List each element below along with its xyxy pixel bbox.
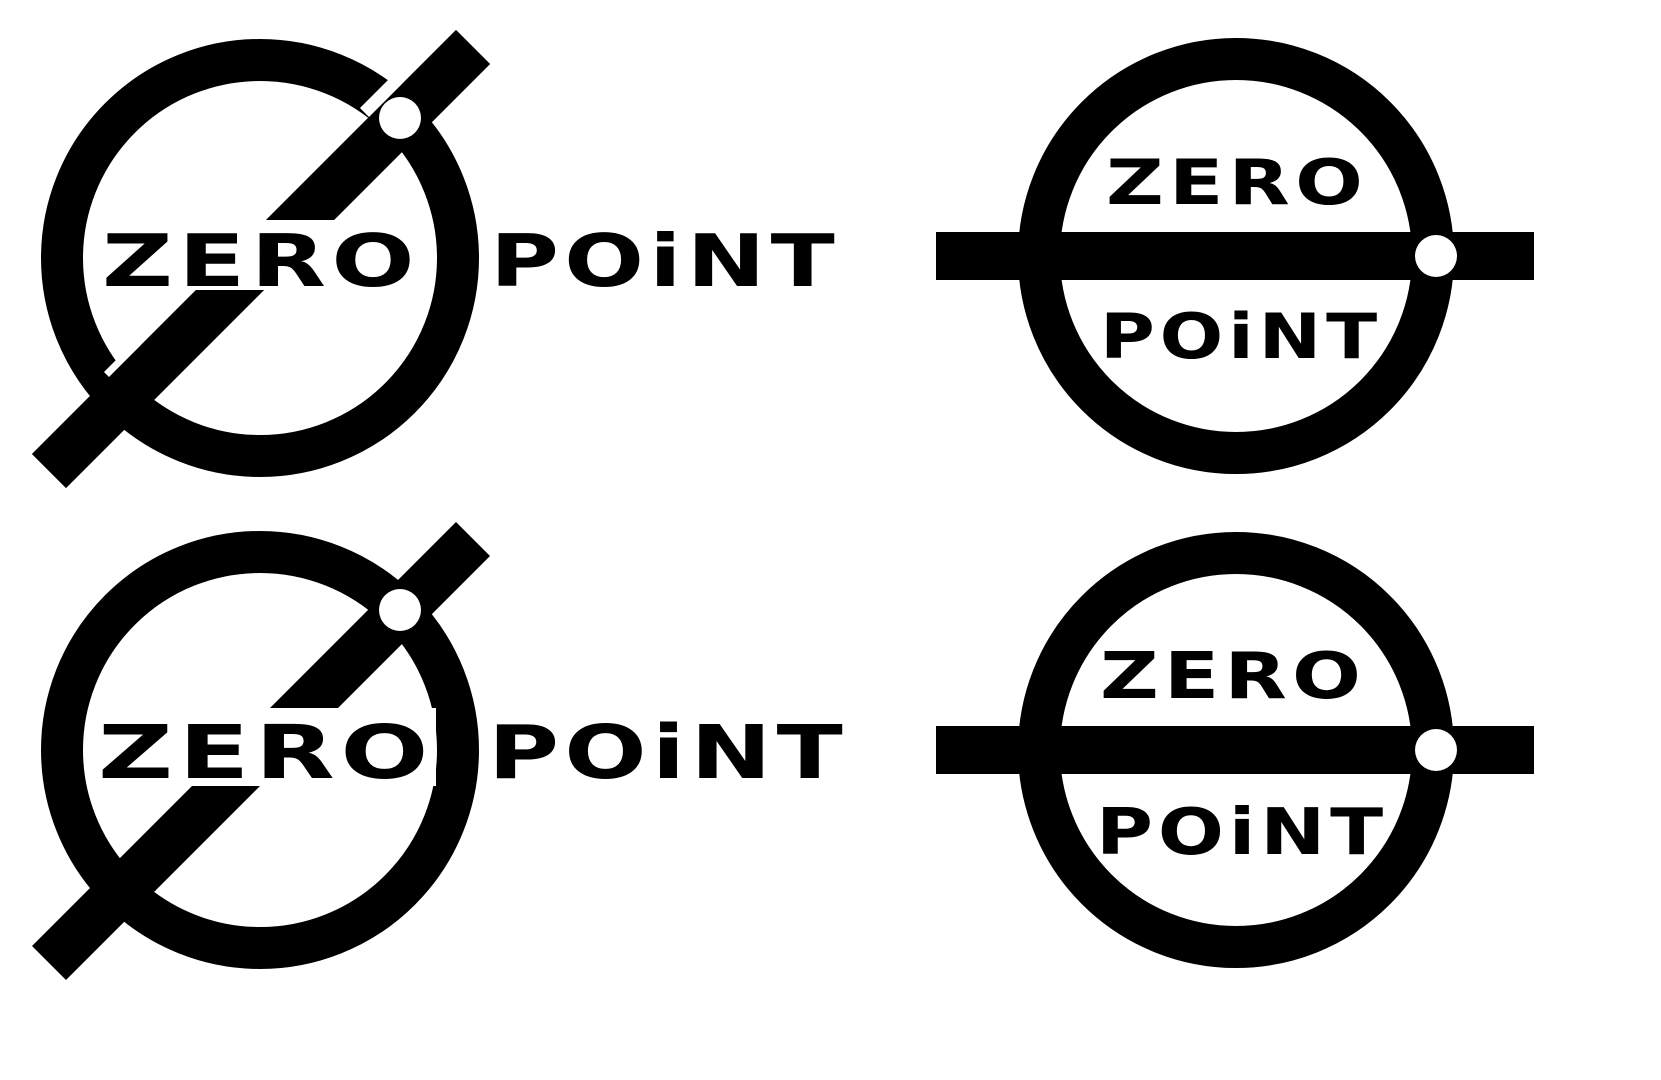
ring-shape [41,39,479,477]
wordmark-zero: ZERO [1106,146,1368,219]
ring-shape [41,531,479,969]
logo-bar-solid-art: ZERO POiNT [936,532,1534,968]
dot-shape [379,97,421,139]
wordmark-point: POiNT [488,710,848,796]
wordmark-zero: ZERO [102,219,420,303]
logo-diagonal-solid: ZERO POiNT [20,512,860,992]
wordmark-zero: ZERO [98,710,434,796]
logo-diagonal-outlined: ZERO POiNT [20,20,850,500]
dot-shape [1415,729,1457,771]
wordmark-point: POiNT [1100,300,1382,373]
logo-bar-outlined-art: ZERO POiNT [936,38,1534,474]
logo-diagonal-solid-art: ZERO POiNT [32,522,848,980]
wordmark-point: POiNT [1096,796,1388,870]
logo-bar-solid: ZERO POiNT [936,532,1536,972]
dot-shape [379,589,421,631]
logo-diagonal-outlined-art: ZERO POiNT [32,30,840,488]
dot-shape [1415,235,1457,277]
logo-sheet: ZERO POiNT ZERO POiNT ZERO POiNT [20,20,1536,992]
wordmark-point: POiNT [490,219,840,303]
wordmark-zero: ZERO [1100,640,1366,714]
logo-bar-outlined: ZERO POiNT [936,38,1536,478]
